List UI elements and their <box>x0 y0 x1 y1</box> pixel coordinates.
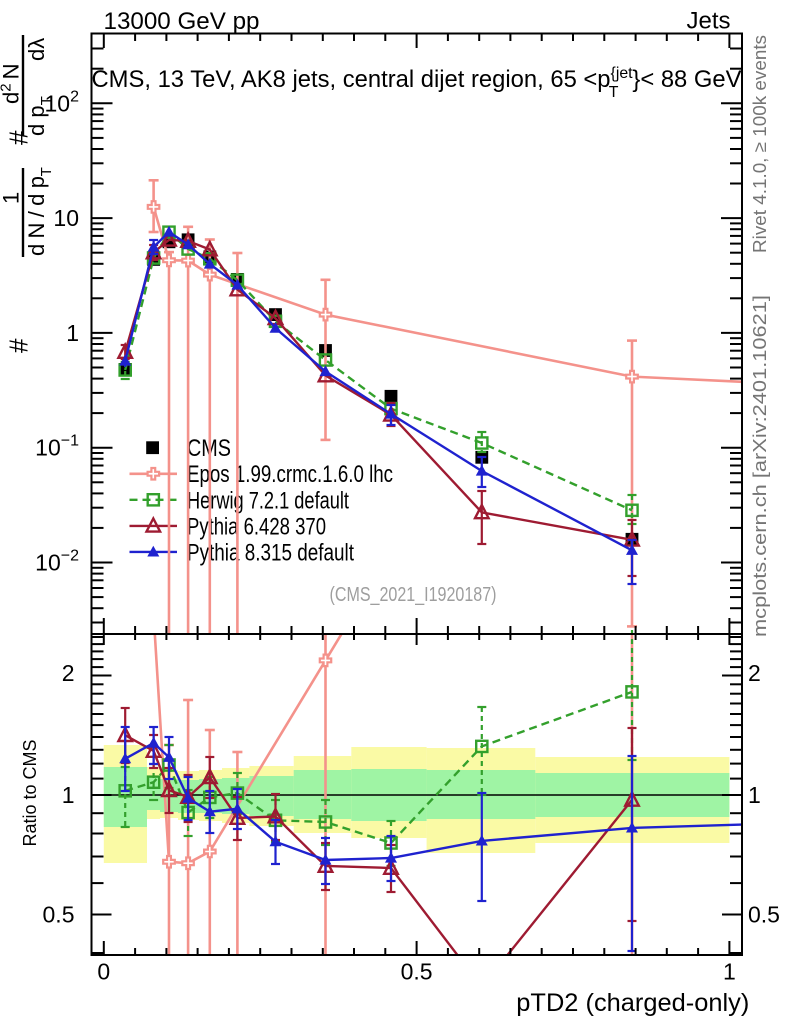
svg-text:Herwig 7.2.1 default: Herwig 7.2.1 default <box>187 487 349 514</box>
svg-text:1: 1 <box>62 782 75 808</box>
svg-text:Pythia 6.428 370: Pythia 6.428 370 <box>187 513 326 540</box>
svg-text:102: 102 <box>45 88 80 116</box>
svg-text:Epos 1.99.crmc.1.6.0 lhc: Epos 1.99.crmc.1.6.0 lhc <box>187 461 393 488</box>
svg-text:13000 GeV pp: 13000 GeV pp <box>104 8 260 35</box>
svg-text:Rivet 4.1.0, ≥ 100k events: Rivet 4.1.0, ≥ 100k events <box>749 35 770 253</box>
svg-text:(CMS_2021_I1920187): (CMS_2021_I1920187) <box>330 584 497 606</box>
svg-text:0.5: 0.5 <box>748 902 780 928</box>
svg-text:0.5: 0.5 <box>401 959 433 985</box>
svg-text:pTD2 (charged-only): pTD2 (charged-only) <box>516 989 749 1017</box>
svg-text:d2N: d2N <box>0 64 24 104</box>
svg-text:10−1: 10−1 <box>35 433 79 461</box>
svg-text:#: # <box>4 130 34 145</box>
svg-text:mcplots.cern.ch [arXiv:2401.10: mcplots.cern.ch [arXiv:2401.10621] <box>749 295 770 637</box>
svg-text:2: 2 <box>62 660 75 686</box>
svg-text:Jets: Jets <box>686 8 730 35</box>
svg-text:0.5: 0.5 <box>43 902 75 928</box>
svg-text:1: 1 <box>66 320 79 346</box>
svg-text:1: 1 <box>723 959 736 985</box>
svg-text:d N / d pT: d N / d pT <box>24 167 55 256</box>
svg-text:Ratio to CMS: Ratio to CMS <box>20 739 40 846</box>
svg-text:2: 2 <box>748 660 761 686</box>
svg-text:1: 1 <box>748 782 761 808</box>
svg-text:#: # <box>4 338 34 353</box>
svg-text:0: 0 <box>97 959 110 985</box>
svg-text:1: 1 <box>0 192 24 204</box>
svg-text:10: 10 <box>53 205 79 231</box>
svg-text:10−2: 10−2 <box>35 548 79 576</box>
svg-text:dλ: dλ <box>24 38 49 61</box>
svg-text:Pythia 8.315 default: Pythia 8.315 default <box>187 539 354 566</box>
